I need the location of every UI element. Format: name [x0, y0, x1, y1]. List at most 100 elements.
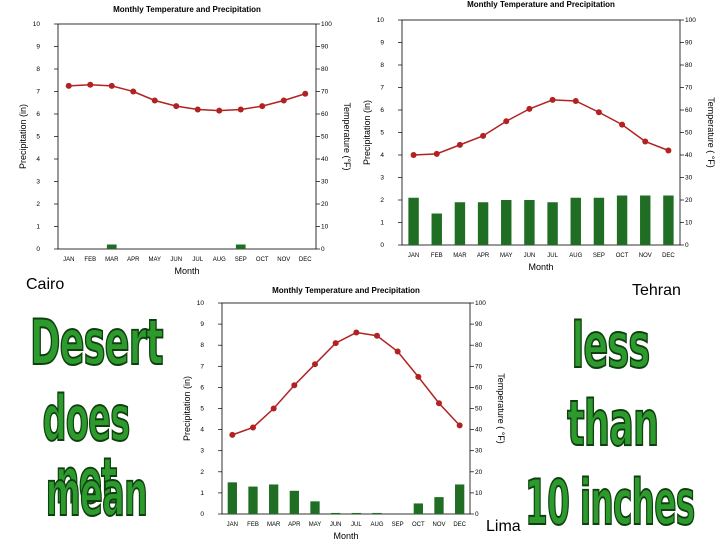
lima-left-tick-label: 9: [200, 321, 204, 328]
cairo-right-tick-label: 80: [321, 66, 329, 73]
lima-right-tick-label: 100: [475, 300, 486, 307]
lima-ylabel-right: Temperature ( °F): [496, 373, 506, 444]
tehran-right-tick-label: 90: [685, 40, 693, 47]
lima-ylabel-left: Precipitation (in): [182, 376, 192, 441]
lima-temperature-point: [415, 373, 422, 380]
lima-temperature-point: [291, 382, 298, 389]
cairo-left-tick-label: 0: [36, 246, 40, 253]
tehran-chart-svg: Monthly Temperature and Precipitation 0 1 2…: [362, 0, 716, 272]
tehran-chart-title: Monthly Temperature and Precipitation: [467, 0, 615, 9]
lima-month-label: JAN: [227, 522, 238, 528]
cairo-left-tick-label: 5: [36, 134, 40, 141]
tehran-left-tick-label: 10: [377, 17, 385, 24]
cairo-temperature-point: [216, 107, 223, 114]
cairo-ylabel-right: Temperature (°F): [342, 102, 352, 170]
lima-precip-bar: [310, 501, 320, 514]
tehran-xlabel: Month: [528, 262, 553, 272]
cairo-temperature-point: [173, 103, 180, 110]
lima-left-tick-label: 6: [200, 384, 204, 391]
lima-label: Lima: [486, 518, 521, 535]
tehran-left-tick-label: 7: [380, 85, 384, 92]
cairo-left-tick-label: 1: [36, 224, 40, 231]
tehran-right-tick-label: 50: [685, 130, 693, 137]
tehran-precip-bar: [477, 202, 489, 245]
tehran-temperature-point: [480, 132, 487, 139]
tehran-temperature-point: [665, 147, 672, 154]
tehran-temperature-point: [503, 118, 510, 125]
lima-precip-bar: [331, 512, 341, 514]
slogan-mean: mean: [45, 457, 148, 531]
tehran-right-tick-label: 70: [685, 85, 693, 92]
cairo-temperature-point: [237, 106, 244, 113]
lima-precip-bar: [227, 482, 237, 514]
cairo-left-tick-label: 4: [36, 156, 40, 163]
tehran-month-label: JAN: [408, 253, 419, 259]
tehran-ylabel-left: Precipitation (in): [362, 100, 372, 165]
lima-right-tick-label: 0: [475, 511, 479, 518]
cairo-month-label: APR: [127, 257, 140, 263]
tehran-left-tick-label: 6: [380, 107, 384, 114]
cairo-right-tick-label: 30: [321, 179, 329, 186]
lima-precip-bar: [413, 503, 423, 514]
tehran-right-tick-label: 0: [685, 242, 689, 249]
lima-left-tick-label: 2: [200, 469, 204, 476]
lima-precip-bar: [269, 484, 279, 514]
slogan-ten-inches: 10 inches: [524, 466, 695, 540]
cairo-left-tick-label: 6: [36, 111, 40, 118]
lima-plot-frame: [221, 302, 471, 515]
lima-xlabel: Month: [333, 531, 358, 540]
lima-temperature-point: [229, 431, 236, 438]
lima-temperature-point: [394, 348, 401, 355]
cairo-chart-title: Monthly Temperature and Precipitation: [113, 5, 261, 14]
cairo-month-label: MAY: [148, 257, 161, 263]
tehran-month-label: JUL: [547, 253, 558, 259]
cairo-ylabel-left: Precipitation (in): [18, 104, 28, 169]
cairo-temperature-point: [87, 81, 94, 88]
cairo-month-label: NOV: [277, 257, 290, 263]
tehran-temperature-point: [410, 152, 417, 158]
tehran-left-tick-label: 2: [380, 197, 384, 204]
lima-left-tick-label: 1: [200, 490, 204, 497]
cairo-right-tick-label: 20: [321, 201, 329, 208]
cairo-month-label: JAN: [63, 257, 74, 263]
lima-month-label: APR: [288, 522, 301, 528]
cairo-precip-bar: [235, 244, 246, 249]
tehran-left-tick-label: 3: [380, 175, 384, 182]
cairo-left-tick-label: 9: [36, 44, 40, 51]
tehran-left-tick-label: 8: [380, 62, 384, 69]
cairo-right-tick-label: 40: [321, 156, 329, 163]
cairo-temperature-point: [151, 97, 158, 104]
tehran-month-label: DEC: [662, 253, 675, 259]
cairo-left-tick-label: 10: [33, 21, 41, 28]
slogan-less: less: [571, 309, 651, 383]
cairo-month-label: MAR: [105, 257, 119, 263]
tehran-precip-bar: [454, 202, 466, 245]
lima-chart-svg: Monthly Temperature and Precipitation 0 1 2…: [182, 286, 506, 540]
tehran-temperature-point: [549, 96, 556, 103]
tehran-precip-bar: [408, 197, 419, 245]
tehran-temperature-line: [413, 99, 669, 156]
cairo-month-label: JUN: [170, 257, 182, 263]
tehran-climate-chart: Monthly Temperature and Precipitation 0 1 2…: [358, 0, 720, 278]
tehran-precip-bar: [547, 202, 558, 245]
tehran-left-tick-label: 1: [380, 220, 384, 227]
tehran-left-tick-label: 0: [380, 242, 384, 249]
cairo-right-tick-label: 100: [321, 21, 332, 28]
tehran-left-tick-label: 5: [380, 130, 384, 137]
tehran-month-label: MAY: [500, 253, 513, 259]
cairo-temperature-point: [130, 88, 137, 95]
cairo-temperature-point: [108, 82, 115, 89]
tehran-right-tick-label: 10: [685, 220, 693, 227]
lima-month-label: DEC: [453, 522, 466, 528]
cairo-right-tick-label: 10: [321, 224, 329, 231]
tehran-month-label: JUN: [524, 253, 536, 259]
lima-month-label: NOV: [432, 522, 445, 528]
lima-precip-bar: [455, 484, 465, 514]
cairo-left-tick-label: 8: [36, 66, 40, 73]
cairo-left-tick-label: 3: [36, 179, 40, 186]
tehran-right-tick-label: 60: [685, 107, 693, 114]
lima-left-tick-label: 8: [200, 342, 204, 349]
cairo-chart-svg: Monthly Temperature and Precipitation 0 1 2…: [18, 5, 352, 276]
tehran-precip-bar: [524, 200, 535, 245]
lima-chart-title: Monthly Temperature and Precipitation: [272, 286, 420, 295]
